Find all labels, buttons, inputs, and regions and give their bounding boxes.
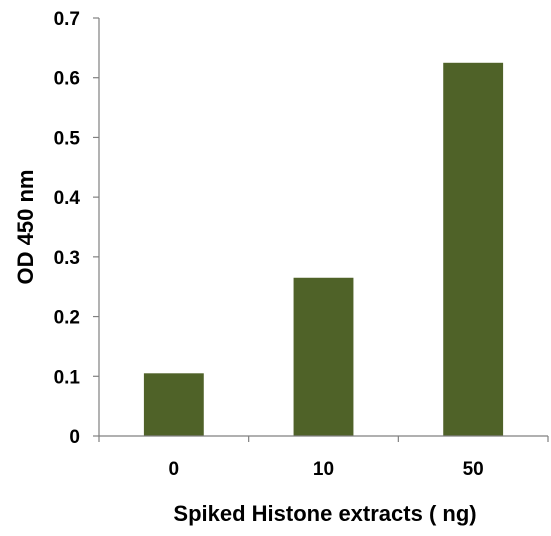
- y-axis-title: OD 450 nm: [13, 170, 38, 285]
- y-tick-label: 0.7: [54, 9, 80, 30]
- x-tick-label: 50: [463, 459, 484, 480]
- y-tick-label: 0.1: [54, 367, 81, 388]
- x-tick-label: 0: [169, 459, 180, 480]
- y-tick-label: 0.3: [54, 248, 80, 269]
- bar-0: [143, 373, 204, 436]
- bars: [143, 62, 504, 437]
- bar-50: [443, 62, 504, 437]
- y-tick-label: 0.6: [54, 69, 80, 90]
- y-axis-ticks: 0 0.1 0.2 0.3 0.4 0.5 0.6 0.7: [54, 9, 99, 448]
- y-tick-label: 0.5: [54, 128, 81, 149]
- x-axis-ticks: 0 10 50: [98, 436, 549, 480]
- x-tick-label: 10: [313, 459, 334, 480]
- y-tick-label: 0.2: [54, 308, 80, 329]
- axes: [98, 18, 548, 437]
- x-axis-title: Spiked Histone extracts ( ng): [173, 501, 476, 526]
- bar-10: [293, 277, 354, 436]
- y-tick-label: 0: [69, 427, 80, 448]
- y-tick-label: 0.4: [54, 188, 81, 209]
